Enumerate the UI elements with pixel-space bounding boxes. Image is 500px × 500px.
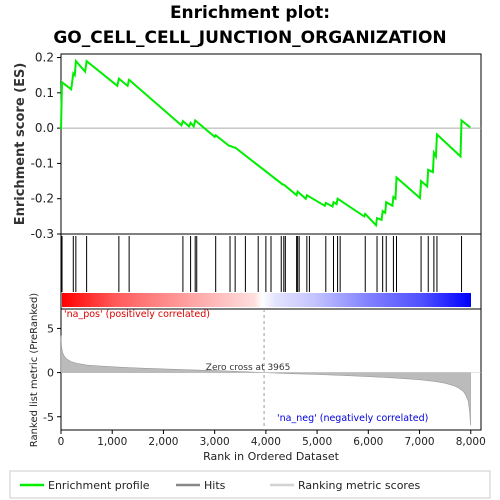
metric-y-tick-label: 5 bbox=[47, 322, 54, 335]
es-y-tick-label: -0.2 bbox=[31, 192, 54, 206]
x-tick-label: 5,000 bbox=[302, 436, 332, 448]
na-pos-annotation: 'na_pos' (positively correlated) bbox=[64, 309, 210, 320]
zero-cross-annotation: Zero cross at 3965 bbox=[206, 363, 291, 373]
na-neg-annotation: 'na_neg' (negatively correlated) bbox=[277, 413, 428, 424]
x-tick-label: 3,000 bbox=[200, 436, 230, 448]
es-y-tick-label: 0.1 bbox=[35, 86, 54, 100]
x-tick-label: 7,000 bbox=[405, 436, 435, 448]
es-y-axis-label: Enrichment score (ES) bbox=[13, 63, 28, 226]
es-panel-frame bbox=[61, 54, 481, 234]
metric-y-axis-label: Ranked list metric (PreRanked) bbox=[29, 293, 40, 447]
es-y-tick-label: -0.3 bbox=[31, 227, 54, 241]
ranked-list-color-bar bbox=[62, 293, 471, 307]
x-tick-label: 2,000 bbox=[148, 436, 178, 448]
x-axis-label: Rank in Ordered Dataset bbox=[203, 450, 340, 463]
x-tick-label: 4,000 bbox=[251, 436, 281, 448]
legend-label-metric: Ranking metric scores bbox=[298, 479, 420, 492]
es-y-tick-label: 0.0 bbox=[35, 121, 54, 135]
x-tick-label: 8,000 bbox=[456, 436, 486, 448]
legend-label-enrichment: Enrichment profile bbox=[48, 479, 150, 492]
x-tick-label: 6,000 bbox=[353, 436, 383, 448]
x-tick-label: 0 bbox=[58, 436, 65, 448]
es-y-ticks: 0.2 0.1 0.0 -0.1 -0.2 -0.3 bbox=[31, 51, 61, 241]
metric-x-ticks: 0 1,000 2,000 3,000 4,000 5,000 6,000 7,000 8,00… bbox=[58, 430, 486, 448]
metric-y-tick-label: 0 bbox=[47, 367, 54, 380]
es-y-tick-label: 0.2 bbox=[35, 51, 54, 65]
metric-y-ticks: 5 0 -5 bbox=[43, 322, 61, 423]
x-tick-label: 1,000 bbox=[97, 436, 127, 448]
metric-y-tick-label: -5 bbox=[43, 411, 54, 424]
es-y-tick-label: -0.1 bbox=[31, 156, 54, 170]
legend-label-hits: Hits bbox=[204, 479, 226, 492]
legend: Enrichment profile Hits Ranking metric s… bbox=[10, 471, 490, 498]
